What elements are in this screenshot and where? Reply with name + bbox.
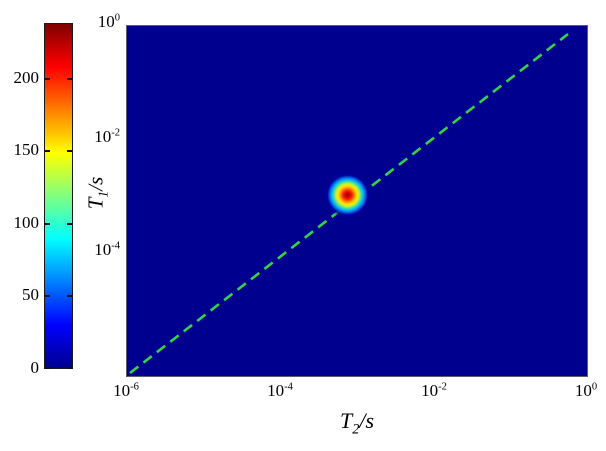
y-axis-label-units: /s (83, 176, 108, 191)
tick-base: 10 (267, 381, 285, 400)
y-axis-tick-label: 10-2 (66, 127, 120, 147)
x-axis-label-subscript: 2 (352, 421, 360, 438)
x-axis-label-symbol: T (339, 408, 353, 433)
colorbar-tick (67, 367, 72, 369)
y-axis-tick-label: 100 (66, 12, 120, 32)
tick-base: 10 (94, 127, 112, 146)
tick-exponent: -4 (111, 240, 120, 252)
colorbar-tick (67, 78, 72, 80)
x-axis-label: T2/s (339, 408, 375, 438)
colorbar-tick-label: 0 (30, 358, 40, 377)
y-axis-label: T1/s (83, 176, 111, 210)
colorbar-tick (67, 223, 72, 225)
colorbar-tick (45, 150, 50, 152)
colorbar-tick (67, 295, 72, 297)
tick-exponent: 0 (114, 12, 120, 24)
colorbar-tick-label: 100 (13, 213, 40, 232)
colorbar-tick-label: 200 (13, 68, 40, 87)
tick-exponent: -4 (284, 381, 293, 393)
tick-exponent: -2 (111, 127, 120, 139)
tick-exponent: -6 (130, 381, 139, 393)
x-axis-label-units: /s (359, 408, 375, 433)
tick-base: 10 (94, 240, 112, 259)
x-axis-tick-label: 100 (554, 381, 606, 401)
colorbar-tick (45, 223, 50, 225)
y-axis-label-symbol: T (83, 197, 108, 210)
colorbar-tick-label: 50 (22, 285, 39, 304)
tick-base: 10 (97, 12, 115, 31)
y-axis-label-subscript: 1 (95, 190, 111, 198)
colorbar-tick-label: 150 (13, 140, 40, 159)
tick-base: 10 (421, 381, 439, 400)
x-axis-tick-label: 10-2 (402, 381, 466, 401)
colorbar-gradient (44, 23, 73, 369)
y-axis-tick-label: 10-4 (66, 240, 120, 260)
t1-t2-peak (324, 172, 371, 218)
heatmap-plot-area (126, 25, 588, 377)
tick-base: 10 (113, 381, 131, 400)
x-axis-tick-label: 10-6 (94, 381, 158, 401)
tick-exponent: -2 (438, 381, 447, 393)
tick-exponent: 0 (591, 381, 598, 393)
tick-base: 10 (574, 381, 592, 400)
colorbar-tick (45, 367, 50, 369)
colorbar-tick (45, 295, 50, 297)
colorbar-tick (67, 150, 72, 152)
colorbar-tick (45, 78, 50, 80)
x-axis-tick-label: 10-4 (248, 381, 312, 401)
